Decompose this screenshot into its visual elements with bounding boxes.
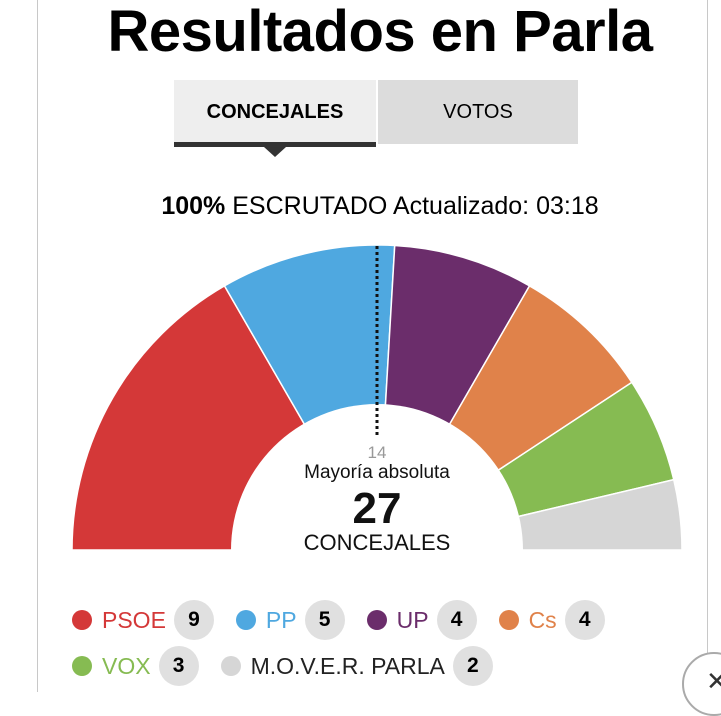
legend-label: PSOE: [102, 606, 166, 633]
seat-count-badge: 9: [173, 600, 214, 640]
legend-label: M.O.V.E.R. PARLA: [250, 652, 445, 679]
frame-right-border: [707, 0, 708, 692]
scrutiny-status: 100% ESCRUTADO Actualizado: 03:18: [0, 192, 721, 221]
legend-dot-icon: [72, 610, 92, 630]
seat-count-badge: 5: [304, 600, 345, 640]
tab-votos[interactable]: VOTOS: [378, 80, 578, 144]
legend-dot-icon: [220, 656, 241, 676]
legend-item-psoe: PSOE 9: [72, 600, 214, 640]
legend-item-vox: VOX 3: [72, 646, 199, 686]
total-unit: CONCEJALES: [304, 530, 451, 555]
scrutiny-percent: 100%: [161, 192, 226, 220]
active-tab-caret-icon: [264, 147, 286, 157]
legend-row: PSOE 9 PP 5 UP 4 Cs 4: [72, 597, 692, 643]
page-title: Resultados en Parla: [107, 0, 653, 64]
seat-count-badge: 2: [452, 646, 493, 686]
legend: PSOE 9 PP 5 UP 4 Cs 4 VOX 3 M.O.V.E.R. P…: [72, 597, 692, 689]
close-icon: ✕: [706, 666, 721, 696]
tab-concejales[interactable]: CONCEJALES: [174, 80, 376, 147]
legend-dot-icon: [72, 656, 92, 676]
legend-dot-icon: [235, 610, 256, 630]
seat-hemicycle-chart: 14 Mayoría absoluta 27 CONCEJALES: [72, 245, 682, 555]
legend-label: UP: [396, 606, 429, 633]
legend-row: VOX 3 M.O.V.E.R. PARLA 2: [72, 643, 692, 689]
legend-label: Cs: [528, 606, 557, 633]
legend-item-up: UP 4: [366, 600, 477, 640]
total-seats: 27: [353, 484, 402, 533]
seat-count-badge: 4: [564, 600, 605, 640]
legend-item-cs: Cs 4: [498, 600, 605, 640]
seat-count-badge: 4: [436, 600, 477, 640]
legend-dot-icon: [498, 610, 519, 630]
seat-count-badge: 3: [158, 646, 199, 686]
legend-label: PP: [265, 606, 297, 633]
frame-left-border: [37, 0, 38, 692]
updated-time: Actualizado: 03:18: [392, 192, 599, 220]
legend-item-pp: PP 5: [235, 600, 345, 640]
legend-dot-icon: [366, 610, 387, 630]
majority-label: Mayoría absoluta: [304, 462, 450, 483]
scrutiny-label: ESCRUTADO: [232, 192, 388, 220]
tab-bar: CONCEJALES VOTOS: [174, 80, 578, 157]
legend-item-mover-parla: M.O.V.E.R. PARLA 2: [220, 646, 493, 686]
majority-seats: 14: [368, 443, 387, 462]
legend-label: VOX: [102, 652, 151, 679]
